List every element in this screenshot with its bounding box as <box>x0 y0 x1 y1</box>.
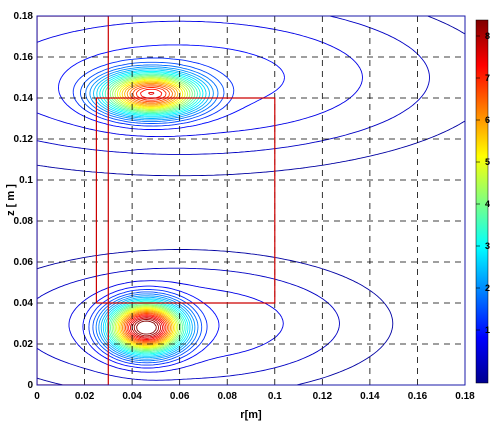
y-tick-label: 0.02 <box>14 339 34 350</box>
y-tick-label: 0.08 <box>14 216 34 227</box>
x-tick-label: 0.12 <box>313 391 333 402</box>
contour-level-line <box>123 84 173 344</box>
colorbar-tick-label: 4 <box>485 199 490 209</box>
y-tick-label: 0.18 <box>14 11 34 22</box>
contour-level-line <box>120 81 179 346</box>
x-tick-label: 0.02 <box>75 391 95 402</box>
y-tick-label: 0.1 <box>19 175 33 186</box>
x-tick-label: 0.16 <box>408 391 428 402</box>
x-tick-label: 0.08 <box>217 391 237 402</box>
y-tick-label: 0.06 <box>14 257 34 268</box>
contour-level-line <box>102 72 201 355</box>
colorbar-tick-label: 7 <box>485 73 490 83</box>
contour-level-line <box>129 92 163 339</box>
x-tick-label: 0.14 <box>360 391 380 402</box>
contour-lines <box>37 16 465 385</box>
colorbar-tick-label: 2 <box>485 283 490 293</box>
y-axis-ticks: 0 0.02 0.04 0.06 0.08 0.1 0.12 0.14 0.16 0.18 <box>14 11 34 391</box>
x-tick-label: 0.18 <box>455 391 475 402</box>
contour-level-line <box>126 86 167 342</box>
geometry-boundary <box>95 97 276 304</box>
contour-level-line <box>37 16 430 381</box>
contour-level-line <box>93 68 210 359</box>
contour-level-line <box>107 74 196 353</box>
contour-level-line <box>99 70 204 356</box>
y-tick-label: 0.14 <box>14 93 34 104</box>
colorbar-tick-label: 6 <box>485 115 490 125</box>
colorbar-ticks: 8 7 6 5 4 3 2 1 <box>476 31 490 335</box>
x-tick-label: 0.1 <box>268 391 282 402</box>
contour-level-line <box>96 69 207 357</box>
contour-level-line <box>109 75 193 351</box>
geometry-outline <box>37 16 276 385</box>
contour-level-line <box>85 64 219 362</box>
contour-level-line <box>112 76 191 350</box>
x-tick-label: 0.06 <box>170 391 190 402</box>
colorbar-tick-label: 5 <box>485 157 490 167</box>
contour-level-line <box>125 85 170 343</box>
x-axis-ticks: 0 0.02 0.04 0.06 0.08 0.1 0.12 0.14 0.16 0.18 <box>34 391 475 402</box>
x-tick-label: 0 <box>34 391 40 402</box>
contour-level-line <box>89 66 214 360</box>
y-tick-label: 0 <box>27 380 33 391</box>
colorbar-tick-label: 3 <box>485 241 490 251</box>
contour-level-line <box>136 320 157 335</box>
colorbar-tick-label: 8 <box>485 31 490 41</box>
contour-level-line <box>37 16 465 385</box>
contour-level-line <box>122 82 176 345</box>
plot-frame <box>36 15 466 386</box>
contour-level-line <box>128 88 165 340</box>
x-tick-label: 0.04 <box>122 391 142 402</box>
colorbar <box>475 19 489 384</box>
contour-level-line <box>37 20 363 373</box>
contour-level-line <box>131 317 162 338</box>
colorbar-tick-label: 1 <box>485 325 490 335</box>
y-tick-label: 0.12 <box>14 134 34 145</box>
y-axis-label: z [ m ] <box>5 184 17 216</box>
y-tick-label: 0.04 <box>14 298 34 309</box>
contour-level-line <box>119 80 181 347</box>
contour-level-line <box>133 318 160 337</box>
x-axis-label: r[m] <box>240 409 262 421</box>
y-tick-label: 0.16 <box>14 52 34 63</box>
